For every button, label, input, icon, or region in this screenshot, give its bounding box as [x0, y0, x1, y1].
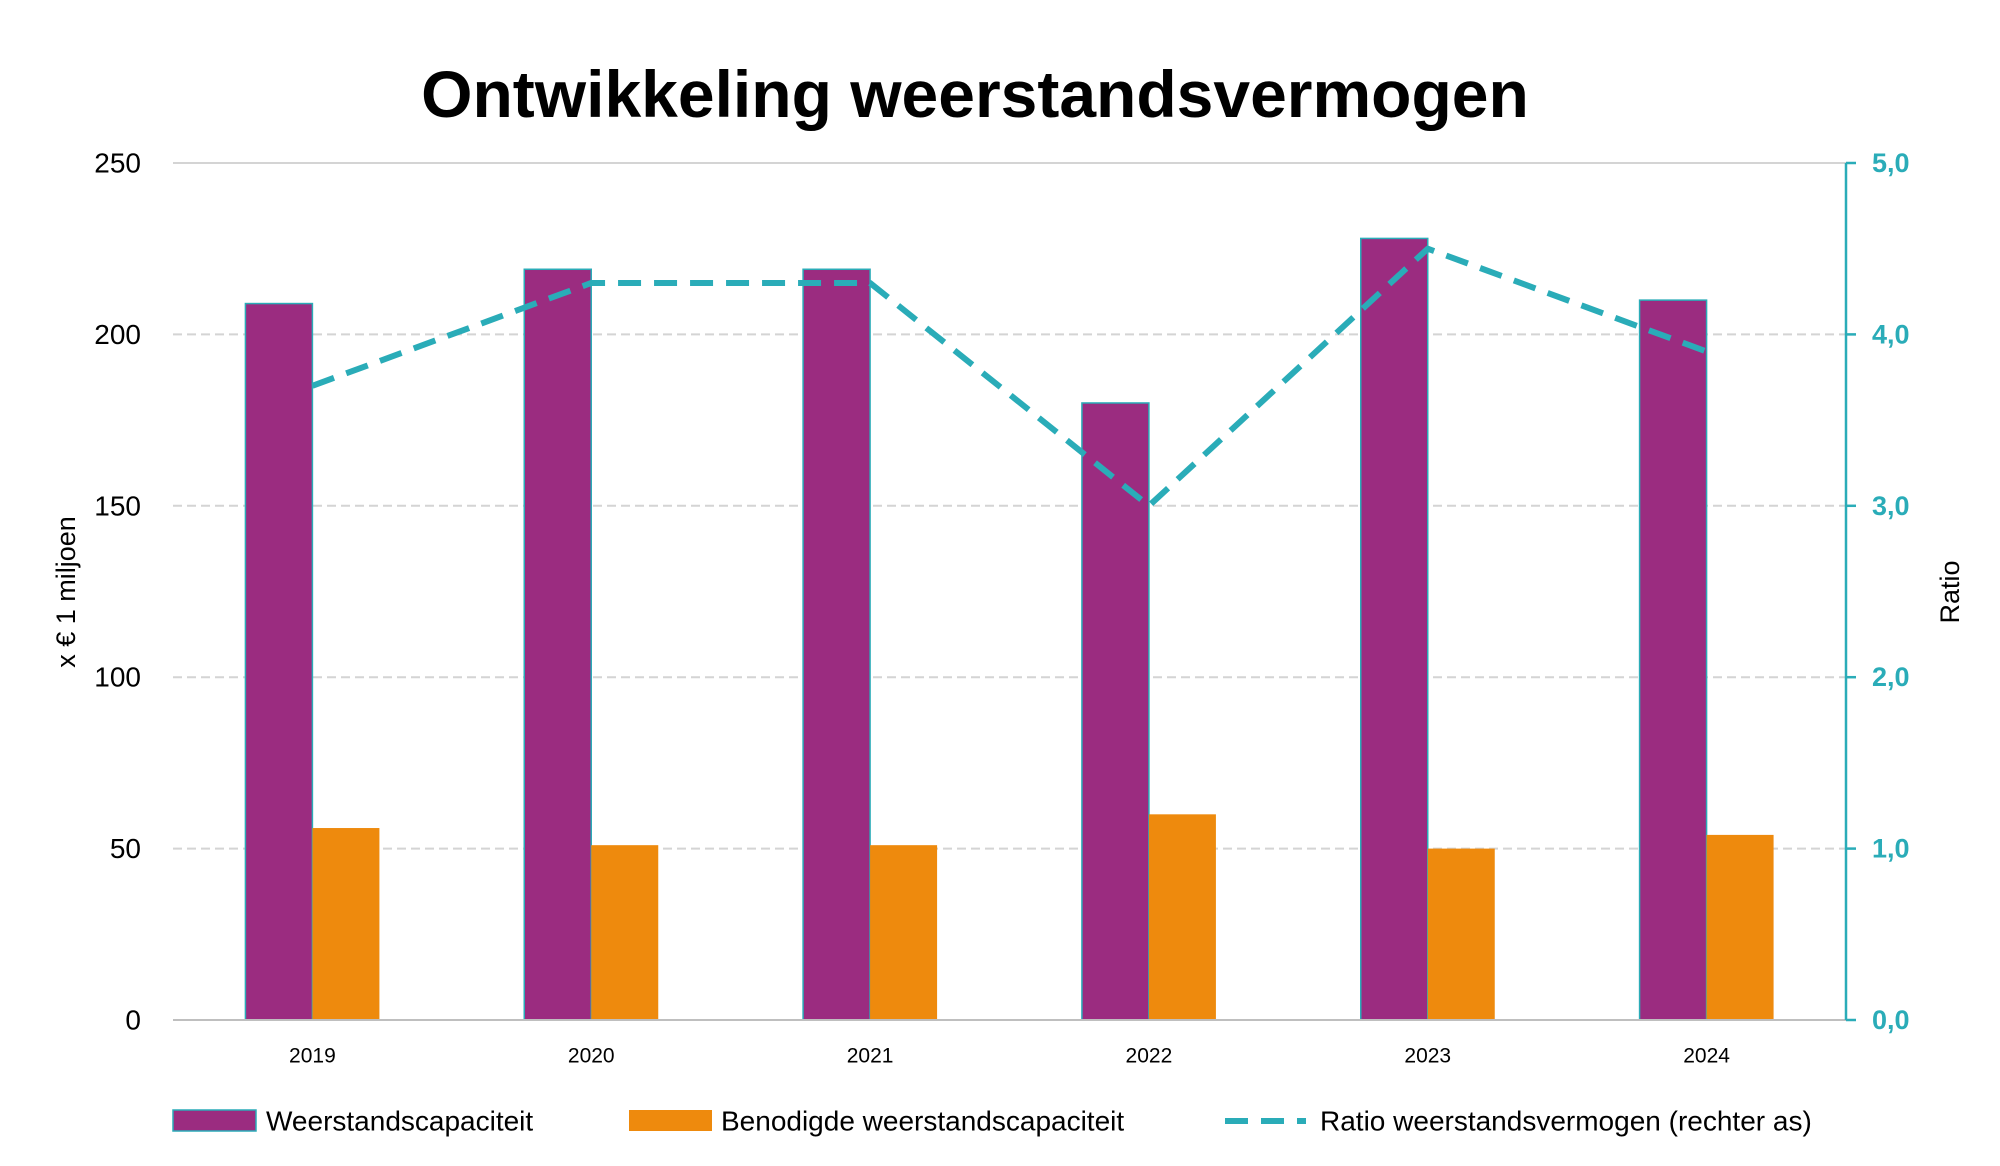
- bar-benodigde-weerstandscapaciteit-2023: [1427, 848, 1495, 1020]
- gridlines: [173, 162, 1846, 850]
- y2-tick-label: 2,0: [1872, 662, 1910, 692]
- bar-benodigde-weerstandscapaciteit-2024: [1706, 834, 1774, 1020]
- bar-weerstandscapaciteit-2022: [1081, 402, 1150, 1021]
- bar-benodigde-weerstandscapaciteit-2021: [870, 845, 938, 1020]
- legend-label-benodigde: Benodigde weerstandscapaciteit: [721, 1106, 1124, 1137]
- bar-weerstandscapaciteit-2024: [1638, 299, 1708, 1021]
- bar-benodigde-weerstandscapaciteit-2022: [1148, 814, 1216, 1020]
- bar-benodigde-weerstandscapaciteit-2020: [591, 845, 659, 1020]
- y-tick-label: 100: [94, 662, 141, 693]
- bar-benodigde-weerstandscapaciteit-2019: [312, 828, 380, 1020]
- legend-swatch-weerstandscapaciteit: [172, 1109, 257, 1132]
- x-tick-label: 2024: [1683, 1045, 1730, 1068]
- y2-tick-label: 0,0: [1872, 1005, 1910, 1035]
- bar-weerstandscapaciteit-2020: [523, 268, 592, 1021]
- bars: [244, 237, 1774, 1021]
- y-tick-label: 250: [94, 148, 141, 179]
- y-tick-label: 0: [125, 1005, 141, 1036]
- ratio-line-layer: [311, 245, 1708, 509]
- x-tick-label: 2022: [1126, 1045, 1173, 1068]
- y2-tick-label: 3,0: [1872, 491, 1910, 521]
- series-line-ratio: [311, 245, 1708, 509]
- legend-swatch-benodigde: [629, 1110, 712, 1131]
- bar-weerstandscapaciteit-2023: [1360, 237, 1429, 1021]
- y-tick-label: 50: [110, 833, 141, 864]
- chart-title: Ontwikkeling weerstandsvermogen: [421, 57, 1529, 131]
- x-tick-label: 2021: [847, 1045, 894, 1068]
- y2-tick-label: 4,0: [1872, 319, 1910, 349]
- bar-weerstandscapaciteit-2019: [244, 302, 314, 1021]
- x-tick-label: 2023: [1404, 1045, 1451, 1068]
- y-tick-label: 200: [94, 319, 141, 350]
- bar-weerstandscapaciteit-2021: [802, 268, 871, 1021]
- x-tick-label: 2019: [289, 1045, 336, 1068]
- x-tick-label: 2020: [568, 1045, 615, 1068]
- legend-label-ratio: Ratio weerstandsvermogen (rechter as): [1320, 1106, 1812, 1137]
- legend: Weerstandscapaciteit Benodigde weerstand…: [172, 1106, 1812, 1137]
- axes: 0 50 100 150 200 250 0,0 1,0 2,0 3,0 4,0 5,0 2019 202…: [94, 148, 1909, 1068]
- y2-axis-label: Ratio: [1935, 560, 1965, 623]
- y2-tick-label: 5,0: [1872, 148, 1910, 178]
- y-axis-label: x € 1 miljoen: [51, 516, 81, 668]
- legend-label-weerstandscapaciteit: Weerstandscapaciteit: [266, 1106, 533, 1137]
- y2-tick-label: 1,0: [1872, 834, 1910, 864]
- y-tick-label: 150: [94, 490, 141, 521]
